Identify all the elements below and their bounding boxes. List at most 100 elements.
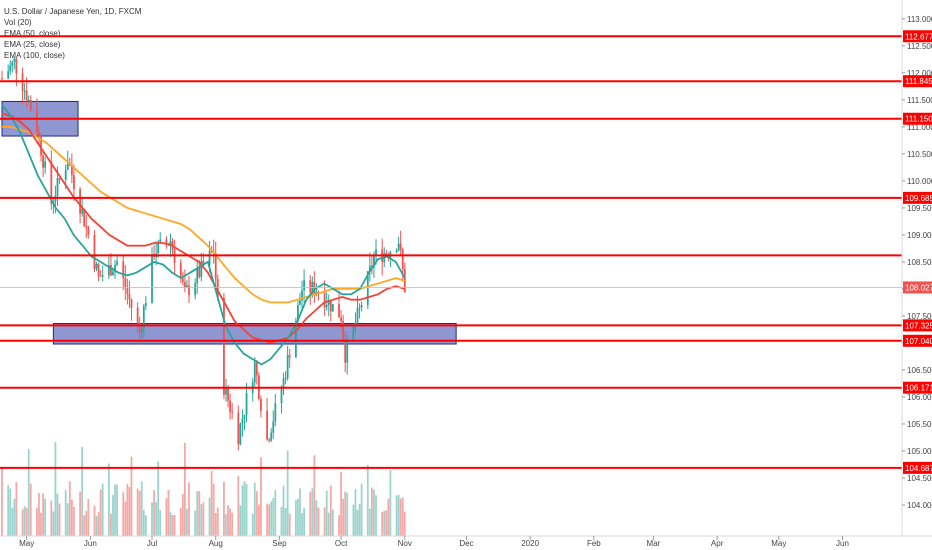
volume-bar <box>130 456 133 536</box>
time-tick-label: Jun <box>836 539 849 548</box>
volume-bar <box>346 492 349 536</box>
volume-bar <box>299 488 301 536</box>
candle-body <box>11 61 14 66</box>
candle-body <box>25 90 28 101</box>
volume-bar <box>371 487 373 536</box>
candle-body <box>299 300 301 306</box>
volume-bar <box>38 493 40 536</box>
candle-body <box>356 307 359 323</box>
price-tick-label: 112.500 <box>907 42 932 51</box>
legend-ema-25: EMA (25, close) <box>4 40 61 49</box>
volume-bar <box>116 484 118 536</box>
price-tick-label: 105.000 <box>907 447 932 456</box>
candle-body <box>38 131 40 136</box>
volume-bar <box>284 508 287 536</box>
candle-body <box>297 305 299 322</box>
candle-body <box>101 275 104 277</box>
candle-body <box>346 339 349 363</box>
candle-body <box>270 432 273 441</box>
level-badge <box>903 191 932 204</box>
level-badge <box>903 319 932 332</box>
volume-bar <box>64 490 67 536</box>
volume-bar <box>344 491 347 536</box>
volume-bar <box>385 510 388 536</box>
candle-body <box>373 255 375 268</box>
candle-body <box>165 239 168 244</box>
last-price-badge <box>903 281 932 294</box>
candle-body <box>288 355 291 358</box>
price-axis[interactable]: 113.000 112.500 112.000 111.500 111.000 110.5… <box>901 0 932 536</box>
candle-body <box>260 398 262 411</box>
candle-body <box>42 155 44 168</box>
candle-body <box>216 279 219 298</box>
candle-body <box>13 58 16 62</box>
candle-body <box>358 307 361 309</box>
volume-bar <box>340 471 342 536</box>
level-label: 106.171 <box>905 384 932 393</box>
volume-bar <box>194 510 197 536</box>
time-tick-label: Apr <box>711 539 724 548</box>
volume-bar <box>83 515 86 536</box>
volume-bar <box>73 506 75 536</box>
price-tick-label: 111.500 <box>907 96 932 105</box>
candle-body <box>140 329 143 333</box>
candle-body <box>202 260 205 266</box>
candle-body <box>401 249 404 270</box>
volume-bar <box>124 501 127 536</box>
volume-bar <box>183 442 186 536</box>
level-badge <box>903 112 932 125</box>
level-label: 112.677 <box>905 32 932 41</box>
candle-body <box>114 264 116 272</box>
candle-body <box>371 265 373 268</box>
volume-bar <box>54 442 57 536</box>
volume-bar <box>128 486 131 536</box>
volume-bar <box>253 482 256 536</box>
volume-bar <box>223 481 225 536</box>
candle-body <box>70 165 73 176</box>
volume-bar <box>142 510 145 536</box>
volume-bar <box>208 497 211 536</box>
volume-bar <box>231 512 234 536</box>
candle-body <box>272 421 275 433</box>
volume-bar <box>151 502 153 536</box>
candle-body <box>44 161 47 168</box>
candle-body <box>399 243 402 250</box>
candle-body <box>93 234 96 270</box>
candle-body <box>198 267 201 277</box>
time-axis[interactable]: May Jun Jul Aug Sep Oct Nov Dec 2020 Feb Mar Apr May… <box>0 535 932 548</box>
volume-bar <box>40 512 42 536</box>
candle-body <box>79 189 81 214</box>
candle-body <box>375 249 377 256</box>
volume-bar <box>241 485 244 536</box>
level-badge <box>903 381 932 394</box>
volume-bar <box>50 500 53 536</box>
volume-bar <box>155 502 158 536</box>
volume-bar <box>352 504 355 536</box>
candle-body <box>397 243 400 251</box>
volume-bar <box>196 491 199 536</box>
volume-bar <box>95 515 98 536</box>
volume-bar <box>303 507 305 536</box>
level-lines[interactable] <box>0 35 902 469</box>
candle-body <box>15 58 18 74</box>
candle-body <box>340 317 342 322</box>
ema-mid-line <box>1 112 406 344</box>
volume-bar <box>114 484 116 536</box>
volume-bar <box>42 493 44 536</box>
candle-body <box>56 178 59 197</box>
volume-bar <box>401 497 404 536</box>
price-tick-label: 105.500 <box>907 420 932 429</box>
volume-bar <box>13 498 16 536</box>
time-tick-label: May <box>19 539 34 548</box>
candle-body <box>266 410 268 440</box>
volume-bar <box>268 504 271 536</box>
volume-bar <box>171 514 174 536</box>
ema-fast-line <box>1 104 406 366</box>
price-tick-label: 104.500 <box>907 474 932 483</box>
candle-body <box>338 303 340 318</box>
volume-bar <box>81 446 84 536</box>
legend-symbol: U.S. Dollar / Japanese Yen, 1D, FXCM <box>4 7 142 16</box>
volume-bar <box>56 493 59 536</box>
time-tick-label: Feb <box>587 539 601 548</box>
